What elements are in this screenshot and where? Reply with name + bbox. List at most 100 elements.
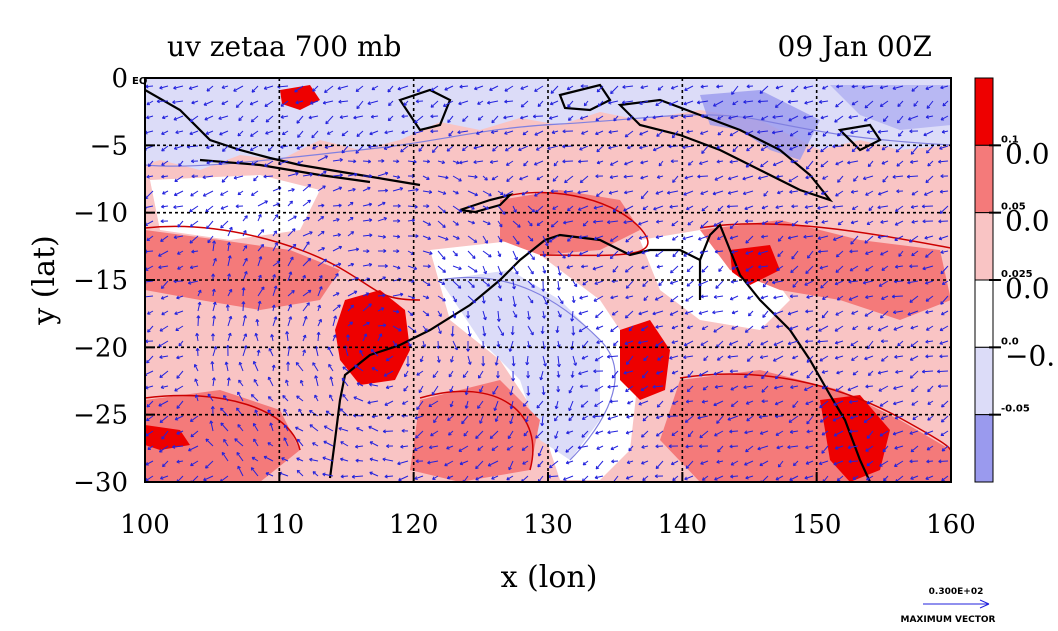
wind-vector-head — [865, 384, 869, 389]
wind-vector — [863, 175, 874, 180]
wind-vector-head — [212, 315, 217, 319]
wind-vector — [731, 250, 739, 253]
wind-vector — [263, 456, 274, 462]
wind-vector-head — [526, 392, 531, 396]
wind-vector — [641, 325, 649, 331]
wind-vector-head — [910, 343, 914, 348]
wind-vector-head — [776, 144, 780, 149]
wind-vector — [596, 145, 604, 153]
wind-vector — [656, 265, 664, 268]
wind-vector-head — [866, 148, 870, 152]
wind-vector-head — [879, 85, 884, 90]
grid-lines — [145, 78, 951, 482]
wind-vector-head — [382, 323, 387, 328]
wind-vector-head — [159, 374, 163, 379]
wind-vector-head — [322, 472, 326, 477]
wind-vector — [302, 184, 311, 192]
wind-vector-head — [732, 101, 736, 106]
wind-vector-head — [461, 420, 465, 425]
wind-vector-head — [714, 432, 718, 437]
wind-vector — [817, 340, 829, 343]
wind-vector — [595, 130, 604, 135]
wind-vector — [761, 220, 769, 225]
wind-vector-head — [222, 148, 226, 152]
wind-vector — [353, 396, 364, 402]
wind-vector-head — [573, 362, 578, 366]
wind-vector-head — [484, 240, 488, 244]
wind-vector — [190, 220, 199, 228]
wind-vector — [804, 220, 814, 224]
wind-vector-head — [558, 314, 562, 318]
wind-vector-head — [353, 172, 358, 177]
wind-vector — [317, 204, 325, 207]
wind-vector — [362, 278, 370, 282]
wind-vector-head — [761, 205, 766, 210]
wind-vector-head — [652, 147, 657, 152]
wind-vector — [233, 85, 244, 92]
wind-vector-head — [658, 282, 662, 287]
wind-vector — [207, 235, 214, 244]
wind-vector — [497, 310, 500, 322]
wind-vector — [482, 175, 488, 181]
wind-vector — [851, 145, 859, 153]
wind-vector — [714, 175, 724, 181]
wind-vector — [557, 295, 564, 304]
wind-vector — [925, 475, 934, 480]
wind-vector-head — [555, 329, 560, 334]
wind-vector — [553, 160, 559, 167]
wind-vector — [835, 100, 844, 108]
wind-vector-head — [687, 433, 692, 438]
wind-vector-head — [442, 269, 446, 273]
wind-vector — [642, 280, 649, 287]
wind-vector — [773, 340, 784, 346]
wind-vector-head — [554, 449, 559, 453]
wind-vector-head — [397, 218, 401, 223]
wind-vector — [701, 325, 709, 330]
wind-vector — [347, 201, 354, 207]
wind-vector — [880, 310, 889, 319]
wind-vector-head — [787, 445, 791, 450]
wind-vector-head — [207, 393, 212, 398]
x-axis: 100 110 120 130 140 150 160 — [120, 472, 976, 540]
wind-vector — [212, 377, 215, 387]
wind-vector — [173, 205, 184, 208]
wind-vector — [314, 394, 319, 402]
wind-vector — [437, 355, 440, 363]
wind-vector-head — [384, 171, 389, 176]
wind-vector — [359, 350, 364, 357]
wind-vector — [356, 382, 364, 387]
wind-vector — [407, 265, 417, 270]
wind-vector — [699, 430, 709, 439]
wind-vector — [512, 310, 518, 318]
wind-vector — [218, 160, 229, 165]
wind-vector — [173, 85, 184, 89]
wind-vector — [160, 235, 169, 242]
wind-vector — [760, 340, 769, 346]
wind-vector — [788, 115, 799, 122]
wind-vector — [341, 130, 349, 137]
wind-vector — [477, 100, 484, 105]
wind-vector — [190, 415, 199, 422]
wind-vector — [881, 265, 889, 271]
wind-vector — [867, 325, 874, 330]
wind-vector — [793, 460, 799, 467]
wind-vector — [568, 115, 574, 121]
wind-vector-head — [237, 424, 241, 428]
wind-vector — [686, 400, 694, 403]
wind-vector — [642, 205, 649, 210]
wind-vector — [497, 190, 504, 196]
wind-vector-head — [877, 235, 881, 239]
wind-vector-head — [438, 330, 442, 334]
wind-vector-head — [221, 451, 226, 456]
wind-vector — [452, 175, 462, 182]
x-tick-label: 130 — [523, 510, 573, 540]
wind-vector-head — [341, 149, 346, 154]
wind-vector — [206, 145, 214, 149]
wind-vector — [341, 145, 349, 154]
wind-vector — [302, 316, 307, 327]
wind-vector — [672, 400, 679, 405]
wind-vector — [806, 370, 814, 379]
wind-vector — [392, 187, 403, 192]
wind-vector — [729, 220, 739, 229]
wind-vector-head — [790, 269, 794, 274]
